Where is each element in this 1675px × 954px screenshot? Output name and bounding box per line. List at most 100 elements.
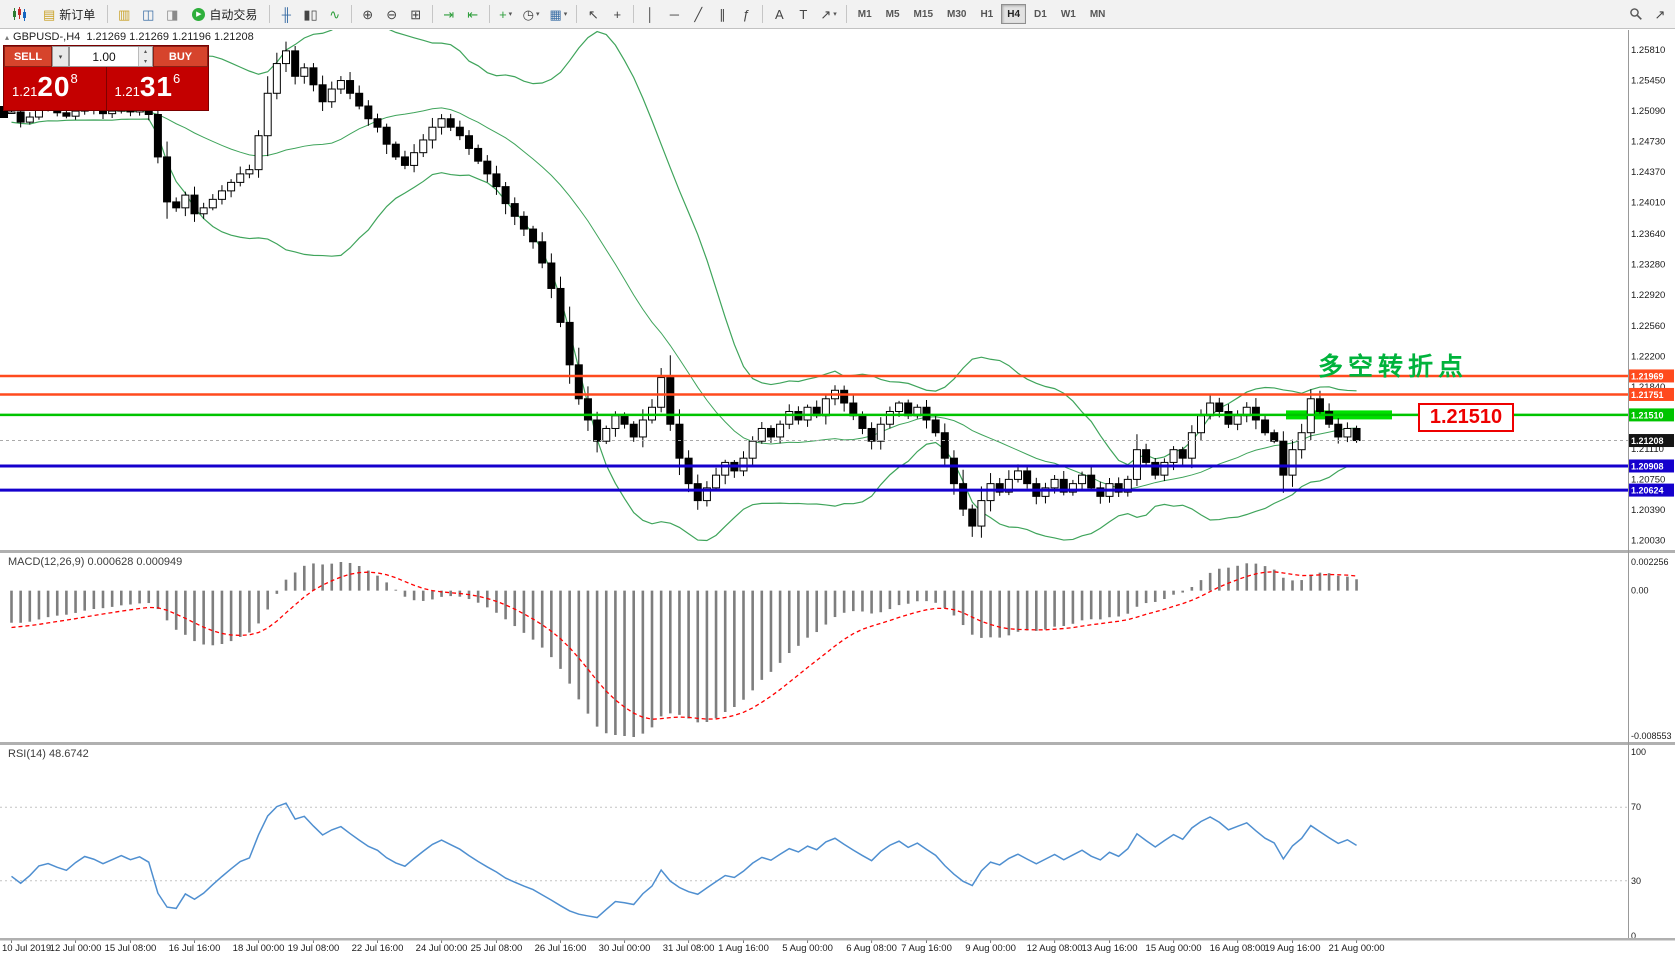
separator xyxy=(431,5,433,23)
tab-m30[interactable]: M30 xyxy=(941,4,972,24)
tab-m5[interactable]: M5 xyxy=(880,4,906,24)
arrows-button[interactable]: ↗ ▾ xyxy=(816,3,840,25)
chart-annotation-text[interactable]: 多空转折点 xyxy=(1318,353,1469,381)
vertical-line-button[interactable]: │ xyxy=(639,3,661,25)
sell-price-prefix: 1.21 xyxy=(12,84,38,99)
tab-mn[interactable]: MN xyxy=(1084,4,1112,24)
candlestick-chart-button[interactable]: ▮▯ xyxy=(299,3,321,25)
price-tag xyxy=(1629,387,1674,401)
svg-text:1.20908: 1.20908 xyxy=(1631,461,1664,471)
order-type-dropdown[interactable]: ▾ xyxy=(52,46,69,67)
text-icon: A xyxy=(774,6,784,22)
svg-text:1.20030: 1.20030 xyxy=(1631,535,1665,546)
tab-w1[interactable]: W1 xyxy=(1055,4,1082,24)
svg-text:1.21510: 1.21510 xyxy=(1631,410,1664,420)
trendline-icon: ╱ xyxy=(694,6,703,22)
candlestick-chart-icon: ▮▯ xyxy=(303,6,318,22)
svg-text:15 Aug 00:00: 15 Aug 00:00 xyxy=(1146,943,1202,954)
external-link-button[interactable]: ↗ xyxy=(1649,3,1671,25)
svg-text:18 Jul 00:00: 18 Jul 00:00 xyxy=(233,943,285,954)
volume-up-button[interactable]: ▴ xyxy=(139,47,152,57)
channel-icon: ∥ xyxy=(719,6,726,22)
price-highlight-label[interactable]: 1.21510 xyxy=(1418,403,1514,432)
text-label-button[interactable]: T xyxy=(792,3,814,25)
svg-text:16 Jul 16:00: 16 Jul 16:00 xyxy=(169,943,221,954)
crosshair-button[interactable]: + xyxy=(606,3,628,25)
channel-button[interactable]: ∥ xyxy=(711,3,733,25)
trendline-button[interactable]: ╱ xyxy=(687,3,709,25)
sell-price-sup: 8 xyxy=(70,71,78,86)
auto-trading-button[interactable]: ▶ 自动交易 xyxy=(185,3,264,25)
sound-button[interactable]: ◨ xyxy=(161,3,183,25)
svg-text:24 Jul 00:00: 24 Jul 00:00 xyxy=(416,943,468,954)
svg-text:1.21208: 1.21208 xyxy=(1631,436,1664,446)
new-order-button[interactable]: ▤ 新订单 xyxy=(36,3,102,25)
svg-text:21 Aug 00:00: 21 Aug 00:00 xyxy=(1329,943,1385,954)
vertical-line-icon: │ xyxy=(646,6,655,22)
candles-layer xyxy=(7,41,1361,538)
auto-trading-label: 自动交易 xyxy=(209,7,258,22)
tab-h4[interactable]: H4 xyxy=(1001,4,1027,24)
chart-window-button[interactable]: ▥ xyxy=(113,3,135,25)
indicators-button[interactable]: + ▾ xyxy=(495,3,517,25)
svg-text:12 Jul 00:00: 12 Jul 00:00 xyxy=(50,943,102,954)
separator xyxy=(762,5,764,23)
svg-text:13 Aug 16:00: 13 Aug 16:00 xyxy=(1082,943,1138,954)
templates-button[interactable]: ▦ ▾ xyxy=(546,3,572,25)
auto-scroll-button[interactable]: ⇥ xyxy=(438,3,460,25)
tab-d1[interactable]: D1 xyxy=(1028,4,1053,24)
bar-chart-button[interactable]: ╫ xyxy=(275,3,297,25)
svg-text:1.21840: 1.21840 xyxy=(1631,382,1665,393)
tab-h1[interactable]: H1 xyxy=(974,4,999,24)
panel-divider xyxy=(0,742,1675,745)
volume-input[interactable] xyxy=(70,47,138,66)
svg-text:12 Aug 08:00: 12 Aug 08:00 xyxy=(1027,943,1083,954)
line-chart-button[interactable]: ∿ xyxy=(324,3,346,25)
text-button[interactable]: A xyxy=(768,3,790,25)
horizontal-line-icon: ─ xyxy=(669,6,679,22)
rsi-line xyxy=(11,802,1357,919)
sell-button[interactable]: SELL xyxy=(4,46,52,67)
svg-text:1.21969: 1.21969 xyxy=(1631,371,1664,381)
cursor-icon: ↖ xyxy=(587,6,599,22)
new-order-label: 新订单 xyxy=(59,7,96,22)
price-axis[interactable]: 0.002256 0.00 -0.008553 100 70 30 0 1.25810 1.25… xyxy=(1629,45,1674,941)
zoom-out-button[interactable]: ⊖ xyxy=(381,3,403,25)
collapse-icon[interactable]: ▴ xyxy=(5,32,10,42)
volume-down-button[interactable]: ▾ xyxy=(139,56,152,66)
fibonacci-button[interactable]: ƒ xyxy=(735,3,757,25)
buy-price[interactable]: 1.21316 xyxy=(107,67,209,110)
separator xyxy=(269,5,271,23)
rsi-indicator-label: RSI(14) 48.6742 xyxy=(8,748,89,760)
chart-window-icon: ▥ xyxy=(118,6,131,22)
tab-m1[interactable]: M1 xyxy=(852,4,878,24)
svg-text:-0.008553: -0.008553 xyxy=(1631,731,1672,741)
cursor-button[interactable]: ↖ xyxy=(582,3,604,25)
tile-windows-icon: ⊞ xyxy=(410,6,422,22)
svg-text:1.20390: 1.20390 xyxy=(1631,505,1665,516)
macd-panel[interactable] xyxy=(10,562,1358,737)
tab-m15[interactable]: M15 xyxy=(908,4,939,24)
svg-text:0.00: 0.00 xyxy=(1631,586,1649,596)
svg-text:1.21751: 1.21751 xyxy=(1631,390,1664,400)
sell-price[interactable]: 1.21208 xyxy=(4,67,106,110)
horizontal-line-button[interactable]: ─ xyxy=(663,3,685,25)
main-chart-layer[interactable] xyxy=(0,19,1628,542)
search-icon xyxy=(1630,8,1642,20)
zoom-in-button[interactable]: ⊕ xyxy=(357,3,379,25)
profile-button[interactable]: ◫ xyxy=(137,3,159,25)
rsi-panel[interactable] xyxy=(0,802,1628,919)
chevron-down-icon: ▾ xyxy=(563,11,568,18)
periods-button[interactable]: ◷ ▾ xyxy=(519,3,544,25)
tile-windows-button[interactable]: ⊞ xyxy=(405,3,427,25)
price-divider xyxy=(105,67,107,110)
svg-text:1.20624: 1.20624 xyxy=(1631,486,1664,496)
trade-prices-row: 1.21208 1.21316 xyxy=(4,67,208,110)
buy-button[interactable]: BUY xyxy=(153,46,208,67)
buy-price-prefix: 1.21 xyxy=(114,84,140,99)
chart-shift-button[interactable]: ⇤ xyxy=(462,3,484,25)
search-button[interactable] xyxy=(1625,3,1647,25)
svg-text:1.24010: 1.24010 xyxy=(1631,198,1665,209)
